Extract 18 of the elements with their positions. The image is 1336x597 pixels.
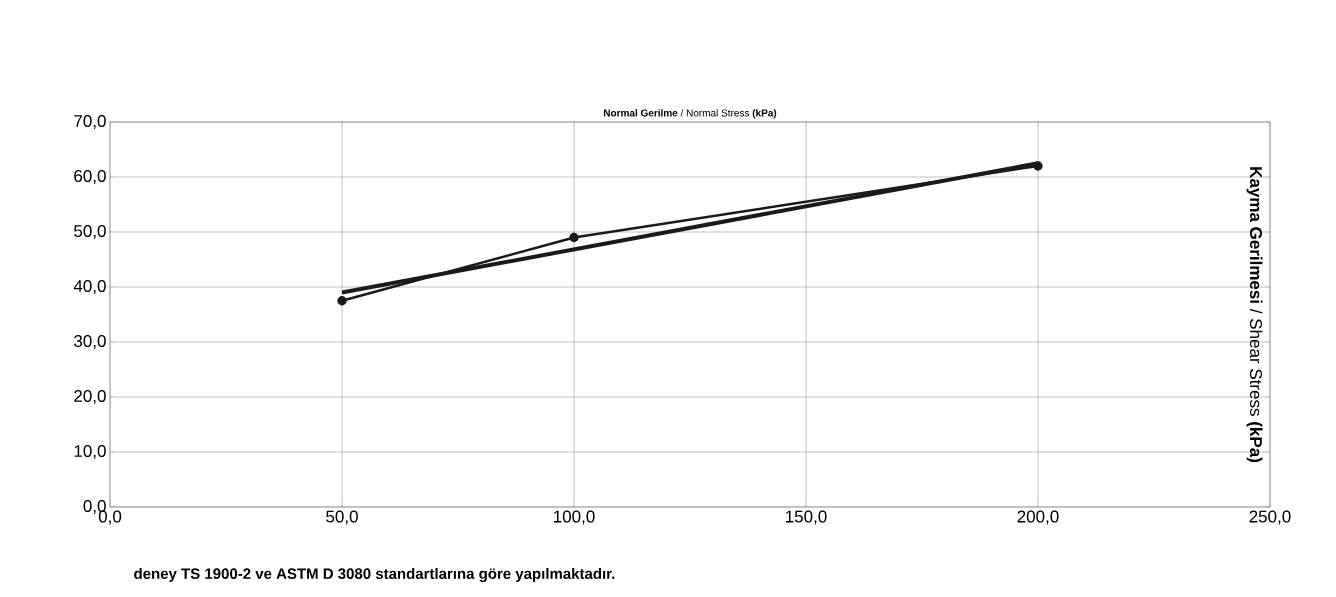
x-axis-title: Normal Gerilme / Normal Stress (kPa): [603, 109, 777, 119]
x-tick-label: 100,0: [554, 510, 595, 525]
x-tick-label: 150,0: [786, 510, 827, 525]
x-tick-label: 50,0: [326, 510, 358, 525]
y-tick-label: 30,0: [74, 334, 106, 350]
y-tick-label: 20,0: [74, 389, 106, 405]
y-tick-label: 70,0: [74, 114, 106, 130]
point: [1033, 161, 1043, 171]
text: deney TS 1900-2 ve ASTM D 3080 standartlarına göre yapılmaktadır.: [134, 567, 615, 583]
y-tick-label: 10,0: [74, 444, 106, 460]
point: [337, 296, 347, 306]
point: [569, 232, 579, 243]
y-axis-title: Kayma Gerilmesi / Shear Stress (kPa): [1246, 167, 1263, 462]
y-tick-label: 50,0: [74, 224, 106, 240]
x-tick-label: 200,0: [1017, 510, 1059, 525]
x-tick-label: 250,0: [1249, 510, 1291, 525]
y-tick-label: 40,0: [73, 279, 106, 295]
y-tick-label: 60,0: [74, 169, 106, 185]
